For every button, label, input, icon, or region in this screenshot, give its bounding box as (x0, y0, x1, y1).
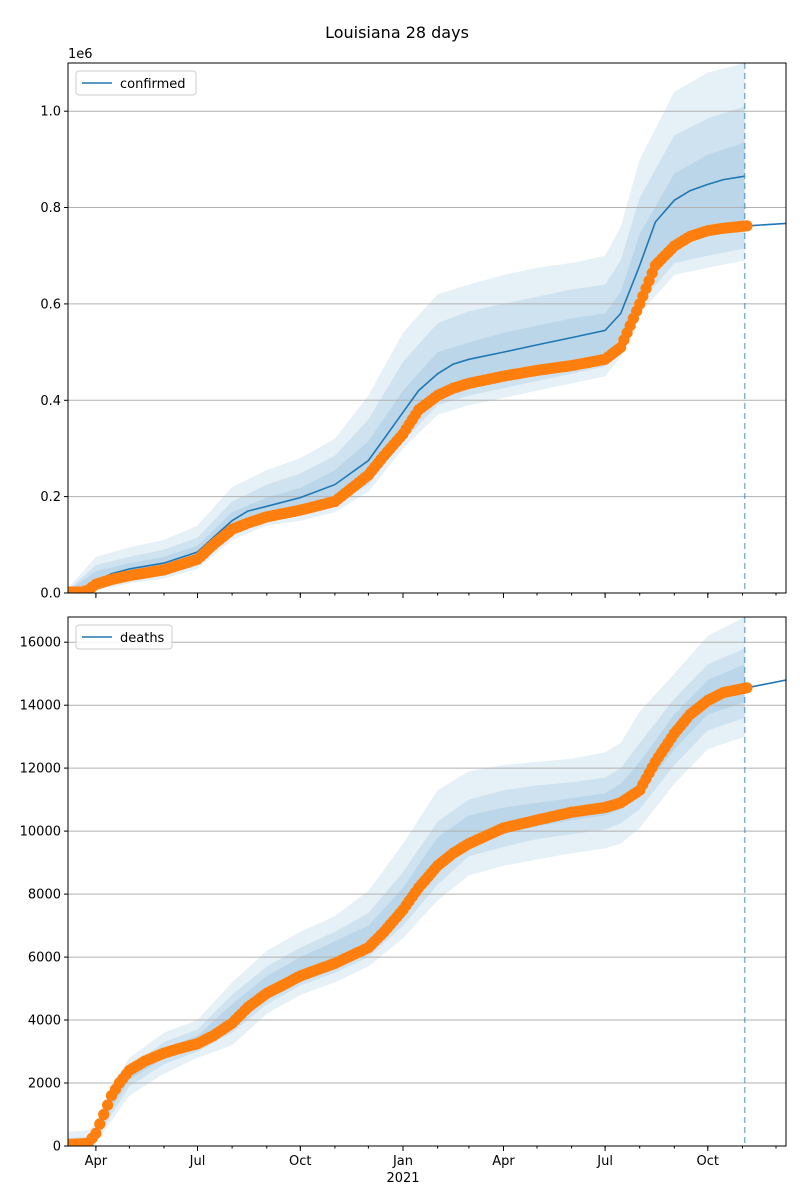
ytick-label-1: 0.2 (40, 490, 61, 505)
xtick-label-1: Jul (189, 1154, 206, 1169)
observed-point-212 (741, 682, 753, 694)
ytick-label-8: 16000 (20, 636, 61, 651)
observed-series (68, 220, 753, 593)
legend-label: deaths (120, 631, 165, 646)
ytick-label-4: 0.8 (40, 201, 61, 216)
observed-point-213 (741, 220, 753, 232)
ytick-label-2: 4000 (28, 1014, 61, 1029)
model-line-confirmed (68, 175, 745, 593)
ytick-label-0: 0 (53, 1140, 61, 1155)
ytick-label-0: 0.0 (40, 587, 61, 602)
observed-series (68, 682, 753, 1146)
panel-confirmed: 0.0 0.2 0.4 0.6 0.8 1.0 1e6 confirmed (40, 47, 787, 602)
y-offset-label: 1e6 (68, 47, 93, 62)
ytick-label-7: 14000 (20, 699, 61, 714)
year-label: 2021 (386, 1171, 419, 1186)
plot-area (68, 617, 786, 1146)
xtick-label-2: Oct (289, 1154, 311, 1169)
xtick-label-5: Jul (596, 1154, 613, 1169)
ytick-label-5: 1.0 (40, 105, 61, 120)
ytick-label-6: 12000 (20, 762, 61, 777)
plot-area (68, 63, 786, 593)
uncertainty-band-1 (68, 63, 745, 593)
projection-tail-line (746, 222, 786, 227)
ytick-label-3: 0.6 (40, 297, 61, 312)
legend-box (75, 70, 197, 96)
xtick-label-4: Apr (492, 1154, 515, 1169)
xtick-label-3: Jan (392, 1154, 413, 1169)
observed-point-11 (102, 1099, 114, 1111)
model-line-deaths (746, 679, 786, 689)
axes-frame (67, 62, 787, 594)
xtick-label-6: Oct (697, 1154, 719, 1169)
legend-label: confirmed (120, 77, 186, 92)
uncertainty-band-3 (68, 142, 745, 593)
observed-point-9 (94, 1118, 106, 1130)
ytick-label-1: 2000 (28, 1077, 61, 1092)
figure-title: Louisiana 28 days (325, 23, 469, 42)
observed-point-8 (90, 1127, 102, 1139)
ytick-label-4: 8000 (28, 888, 61, 903)
ytick-label-5: 10000 (20, 825, 61, 840)
observed-point-10 (98, 1108, 110, 1121)
ytick-label-3: 6000 (28, 951, 61, 966)
xtick-label-0: Apr (85, 1154, 108, 1169)
ytick-label-2: 0.4 (40, 394, 61, 409)
axes-frame (67, 616, 787, 1147)
panel-deaths: 0 2000 4000 6000 8000 10000 12000 14000 16000 Apr… (20, 616, 787, 1186)
legend-box (75, 624, 173, 650)
